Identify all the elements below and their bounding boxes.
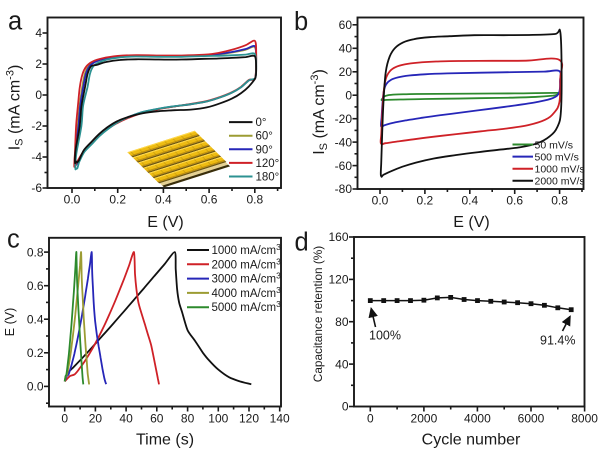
svg-text:0°: 0°	[256, 117, 267, 129]
svg-text:20: 20	[339, 65, 353, 79]
svg-text:91.4%: 91.4%	[540, 334, 575, 348]
svg-text:0.8: 0.8	[551, 194, 568, 208]
svg-text:100%: 100%	[369, 329, 401, 343]
svg-text:4000 mA/cm3: 4000 mA/cm3	[212, 285, 282, 300]
svg-text:IS (mA cm-3): IS (mA cm-3)	[5, 65, 26, 151]
svg-text:2000 mV/s: 2000 mV/s	[535, 176, 585, 188]
svg-text:20: 20	[89, 412, 103, 426]
svg-text:4: 4	[35, 26, 42, 40]
svg-text:4000: 4000	[464, 412, 491, 426]
svg-text:60: 60	[150, 412, 164, 426]
svg-text:0.6: 0.6	[506, 194, 523, 208]
svg-text:80: 80	[335, 315, 349, 329]
svg-text:0.4: 0.4	[461, 194, 478, 208]
svg-text:0.6: 0.6	[201, 193, 218, 207]
svg-text:120°: 120°	[256, 158, 280, 170]
svg-text:40: 40	[119, 412, 133, 426]
svg-text:6000: 6000	[518, 412, 545, 426]
svg-text:1000 mA/cm3: 1000 mA/cm3	[212, 242, 282, 257]
svg-text:80: 80	[181, 412, 195, 426]
svg-text:b: b	[294, 8, 308, 36]
svg-text:0: 0	[342, 400, 349, 414]
svg-text:0: 0	[367, 412, 374, 426]
svg-text:Time (s): Time (s)	[136, 432, 194, 449]
svg-text:0.0: 0.0	[372, 194, 389, 208]
svg-text:160: 160	[328, 230, 348, 244]
svg-text:a: a	[8, 8, 23, 36]
svg-text:40: 40	[335, 357, 349, 371]
svg-text:0.4: 0.4	[27, 312, 44, 326]
svg-text:E (V): E (V)	[3, 308, 17, 336]
svg-text:2000: 2000	[411, 412, 438, 426]
svg-text:IS (mA cm-3): IS (mA cm-3)	[309, 69, 330, 155]
svg-text:5000 mA/cm3: 5000 mA/cm3	[212, 299, 282, 314]
svg-text:1000 mV/s: 1000 mV/s	[535, 164, 585, 176]
svg-text:180°: 180°	[256, 172, 280, 184]
svg-text:0: 0	[35, 88, 42, 102]
svg-text:E (V): E (V)	[453, 214, 489, 231]
svg-text:120: 120	[239, 412, 259, 426]
svg-text:Cycle number: Cycle number	[422, 432, 521, 449]
svg-text:0.2: 0.2	[109, 193, 126, 207]
svg-text:2000 mA/cm3: 2000 mA/cm3	[212, 256, 282, 271]
svg-text:40: 40	[339, 42, 353, 56]
svg-text:c: c	[7, 226, 20, 254]
svg-text:120: 120	[328, 273, 348, 287]
svg-text:Capacitance retention (%): Capacitance retention (%)	[311, 246, 325, 382]
svg-text:0.8: 0.8	[27, 245, 44, 259]
svg-text:0: 0	[61, 412, 68, 426]
svg-text:0.2: 0.2	[27, 346, 44, 360]
svg-text:50 mV/s: 50 mV/s	[535, 139, 574, 151]
svg-text:-4: -4	[31, 150, 42, 164]
svg-text:8000: 8000	[571, 412, 598, 426]
svg-text:2: 2	[35, 57, 42, 71]
svg-text:500 mV/s: 500 mV/s	[535, 151, 579, 163]
svg-text:0.2: 0.2	[417, 194, 434, 208]
svg-text:90°: 90°	[256, 144, 273, 156]
svg-text:E (V): E (V)	[147, 214, 183, 231]
svg-text:-20: -20	[335, 112, 353, 126]
svg-text:0.4: 0.4	[155, 193, 172, 207]
svg-text:-2: -2	[31, 119, 42, 133]
svg-text:0.6: 0.6	[27, 279, 44, 293]
svg-text:0.8: 0.8	[246, 193, 263, 207]
svg-text:-6: -6	[31, 181, 42, 195]
svg-text:60°: 60°	[256, 131, 273, 143]
svg-text:0.0: 0.0	[27, 380, 44, 394]
svg-text:100: 100	[208, 412, 228, 426]
svg-text:d: d	[295, 229, 309, 257]
svg-text:-60: -60	[335, 159, 353, 173]
svg-text:-80: -80	[335, 182, 353, 196]
svg-text:-40: -40	[335, 135, 353, 149]
svg-text:0.0: 0.0	[64, 193, 81, 207]
svg-text:3000 mA/cm3: 3000 mA/cm3	[212, 271, 282, 286]
svg-text:140: 140	[270, 412, 290, 426]
svg-text:0: 0	[345, 88, 352, 102]
svg-text:60: 60	[339, 18, 353, 32]
